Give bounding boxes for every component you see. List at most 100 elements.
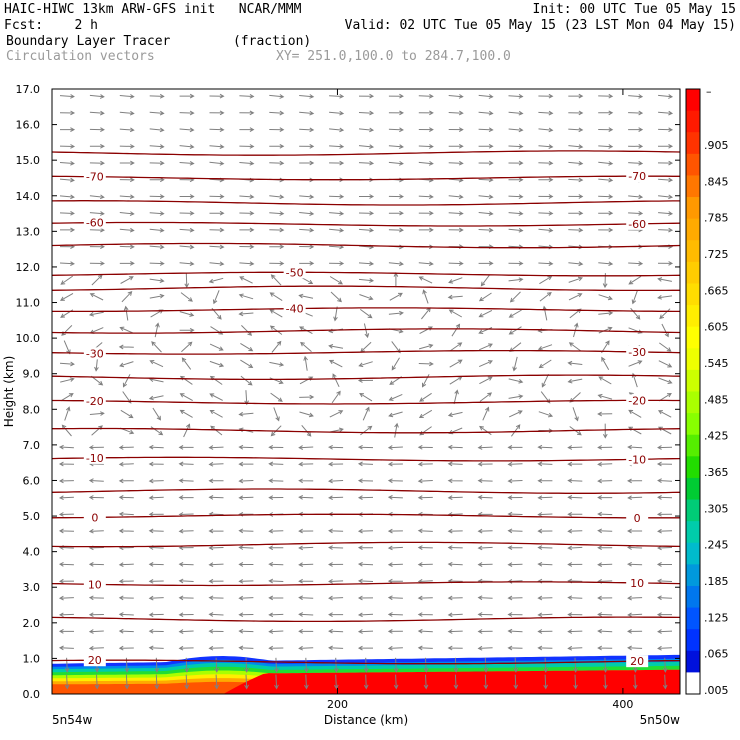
vector-arrow bbox=[299, 194, 315, 200]
vector-arrow bbox=[269, 244, 285, 250]
vector-arrow bbox=[329, 227, 345, 233]
vector-arrow bbox=[89, 94, 105, 99]
colorbar-label: .845 bbox=[704, 175, 729, 188]
y-tick-label: 15.0 bbox=[16, 154, 41, 167]
vector-arrow bbox=[238, 444, 254, 450]
vector-arrow bbox=[357, 461, 374, 467]
vector-arrow bbox=[208, 445, 224, 450]
vector-arrow bbox=[508, 410, 523, 418]
vector-arrow bbox=[568, 177, 584, 183]
colorbar-label: .305 bbox=[704, 502, 729, 515]
vector-arrow bbox=[447, 645, 463, 651]
vector-arrow bbox=[448, 143, 464, 149]
contour-label-bg bbox=[83, 654, 106, 667]
vector-arrow bbox=[118, 495, 134, 500]
vector-arrow bbox=[358, 127, 375, 133]
colorbar-swatch bbox=[686, 283, 700, 306]
y-tick-label: 13.0 bbox=[16, 225, 41, 238]
vector-arrow bbox=[387, 528, 403, 534]
vector-arrow bbox=[597, 628, 613, 634]
vector-arrow bbox=[483, 657, 489, 673]
vector-arrow bbox=[628, 194, 644, 200]
vector-arrow bbox=[148, 595, 164, 601]
contour-label-bg bbox=[626, 217, 649, 230]
colorbar-swatch bbox=[686, 261, 700, 284]
vector-arrow bbox=[119, 94, 135, 99]
vector-arrow bbox=[448, 277, 463, 284]
vector-arrow bbox=[118, 595, 134, 601]
vector-arrow bbox=[118, 628, 134, 634]
vector-arrow bbox=[328, 562, 344, 567]
vector-arrow bbox=[58, 578, 75, 584]
colorbar-swatch bbox=[686, 607, 700, 630]
vector-arrow bbox=[298, 645, 314, 651]
colorbar-label: .125 bbox=[704, 611, 729, 624]
vector-arrow bbox=[477, 645, 493, 651]
vector-arrow bbox=[357, 578, 374, 584]
vector-arrow bbox=[328, 444, 344, 450]
vector-arrow bbox=[239, 210, 255, 216]
vector-arrow bbox=[209, 343, 224, 351]
vector-arrow bbox=[630, 307, 641, 320]
vector-arrow bbox=[393, 272, 399, 288]
vector-arrow bbox=[208, 495, 224, 500]
vector-arrow bbox=[627, 629, 643, 634]
vector-arrow bbox=[328, 595, 344, 601]
vector-arrow bbox=[209, 244, 225, 250]
vector-arrow bbox=[598, 261, 614, 267]
vector-arrow bbox=[627, 645, 643, 651]
vector-arrow bbox=[298, 445, 314, 450]
colorbar-swatch bbox=[686, 326, 700, 349]
vector-arrow bbox=[94, 674, 100, 690]
vector-arrow bbox=[149, 360, 164, 368]
vector-arrow bbox=[208, 461, 224, 467]
vector-arrow bbox=[333, 306, 338, 322]
vector-arrow bbox=[538, 211, 554, 216]
vector-arrow bbox=[118, 562, 134, 567]
vector-arrow bbox=[507, 528, 523, 534]
vector-arrow bbox=[627, 444, 643, 450]
vector-arrow bbox=[122, 374, 131, 388]
vector-arrow bbox=[478, 309, 493, 318]
vector-arrow bbox=[328, 478, 344, 484]
vector-arrow bbox=[121, 291, 133, 303]
vector-arrow bbox=[179, 194, 195, 199]
vector-arrow bbox=[537, 344, 553, 351]
vector-arrow bbox=[148, 444, 164, 450]
vector-arrow bbox=[269, 377, 284, 385]
vector-arrow bbox=[508, 160, 524, 166]
vector-arrow bbox=[239, 93, 255, 99]
y-tick-label: 8.0 bbox=[23, 403, 41, 416]
vector-arrow bbox=[656, 562, 673, 567]
vector-arrow bbox=[300, 341, 312, 352]
vector-arrow bbox=[658, 227, 674, 233]
colorbar-swatch bbox=[686, 672, 700, 695]
vector-arrow bbox=[269, 143, 285, 149]
vector-arrow bbox=[209, 410, 223, 418]
vector-arrow bbox=[507, 562, 523, 567]
vector-arrow bbox=[329, 110, 345, 116]
vector-arrow bbox=[513, 657, 519, 673]
vector-arrow bbox=[268, 612, 284, 618]
vector-arrow bbox=[60, 127, 76, 132]
vector-arrow bbox=[268, 595, 284, 601]
vector-arrow bbox=[388, 411, 403, 418]
vector-arrow bbox=[418, 160, 434, 166]
vector-arrow bbox=[240, 375, 253, 386]
vector-arrow bbox=[60, 377, 75, 383]
vector-arrow bbox=[357, 478, 374, 484]
vector-arrow bbox=[239, 227, 255, 233]
vector-arrow bbox=[658, 194, 674, 200]
plot-frame bbox=[51, 88, 681, 695]
y-tick-label: 16.0 bbox=[16, 119, 41, 132]
vector-arrow bbox=[178, 645, 194, 651]
vector-arrow bbox=[568, 194, 584, 199]
vector-arrow bbox=[328, 528, 344, 534]
contour-label: 0 bbox=[634, 512, 641, 525]
vector-arrow bbox=[418, 227, 434, 233]
vector-arrow bbox=[238, 478, 254, 484]
vector-arrow bbox=[572, 407, 579, 422]
vector-arrow bbox=[209, 194, 225, 199]
vector-arrow bbox=[508, 378, 524, 384]
contour-label-bg bbox=[626, 394, 649, 407]
